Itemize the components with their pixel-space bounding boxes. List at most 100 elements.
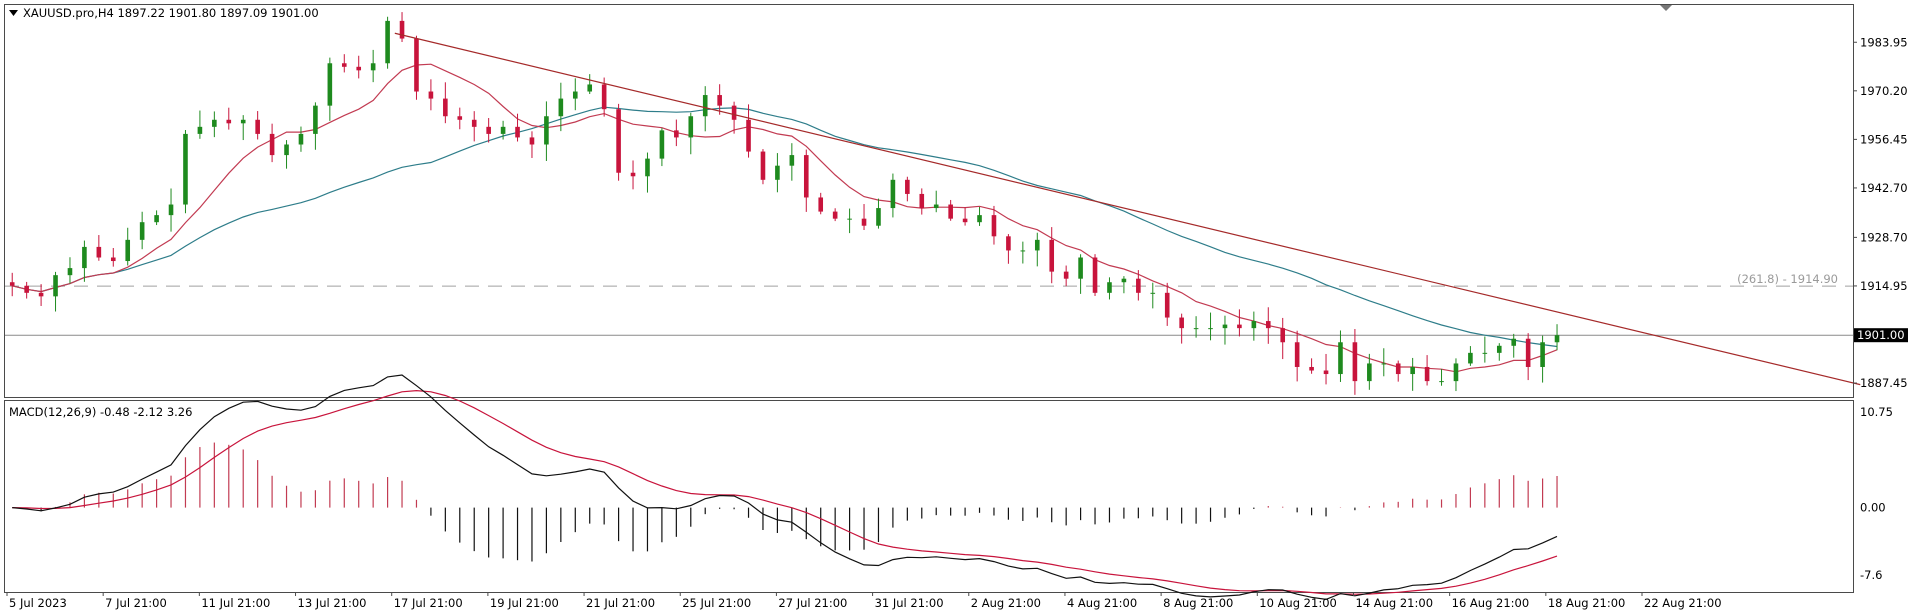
candle-body bbox=[558, 98, 564, 117]
candle-body bbox=[529, 137, 535, 145]
candle-body bbox=[645, 158, 650, 177]
price-axis-label: 1983.95 bbox=[1860, 35, 1908, 49]
candle-body bbox=[139, 222, 145, 240]
macd-panel[interactable] bbox=[4, 400, 1854, 593]
candle-body bbox=[818, 197, 824, 212]
candle-body bbox=[255, 119, 260, 134]
candle-body bbox=[1323, 370, 1329, 375]
trendline[interactable] bbox=[394, 32, 1861, 386]
time-axis-label: 13 Jul 21:00 bbox=[298, 596, 367, 610]
candle-body bbox=[125, 239, 131, 262]
candle-body bbox=[991, 215, 997, 237]
candle-body bbox=[226, 119, 232, 124]
candle-body bbox=[443, 98, 448, 117]
candle-body bbox=[38, 292, 44, 297]
macd-main-line bbox=[12, 374, 1558, 601]
candle-body bbox=[1179, 317, 1184, 329]
current-price-tag bbox=[1854, 328, 1908, 343]
chart-shift-marker-icon[interactable] bbox=[1660, 5, 1672, 11]
ma-fast-group bbox=[12, 63, 1558, 373]
price-axis-label: 1914.95 bbox=[1860, 279, 1908, 293]
candle-body bbox=[1338, 342, 1343, 375]
candle-body bbox=[515, 126, 520, 138]
macd-axis-label: 0.00 bbox=[1860, 501, 1886, 515]
macd-axis-label: 10.75 bbox=[1860, 405, 1893, 419]
time-axis-label: 25 Jul 21:00 bbox=[682, 596, 751, 610]
candle-body bbox=[803, 155, 809, 198]
time-axis-label: 11 Jul 21:00 bbox=[201, 596, 270, 610]
candle-body bbox=[919, 193, 925, 209]
candle-body bbox=[356, 66, 362, 71]
candle-body bbox=[471, 119, 477, 127]
candle-body bbox=[789, 155, 795, 166]
candle-body bbox=[1395, 363, 1401, 375]
axes-group: 1887.45 1914.95 1928.70 1942.70 1956.45 1970.… bbox=[6, 35, 1908, 610]
candle-body bbox=[370, 63, 376, 71]
candle-body bbox=[385, 20, 390, 64]
candle-body bbox=[1121, 278, 1127, 283]
macd-group bbox=[12, 374, 1558, 601]
candle-body bbox=[1525, 338, 1531, 367]
candle-body bbox=[587, 84, 593, 92]
candle-body bbox=[298, 133, 304, 145]
price-axis-label: 1956.45 bbox=[1860, 132, 1908, 146]
candle-body bbox=[269, 133, 275, 156]
candle-body bbox=[688, 116, 694, 138]
time-axis-label: 17 Jul 21:00 bbox=[394, 596, 463, 610]
candle-body bbox=[572, 91, 578, 99]
candle-body bbox=[1554, 335, 1560, 343]
candle-body bbox=[717, 95, 722, 106]
candle-body bbox=[341, 63, 347, 67]
candle-body bbox=[1352, 342, 1358, 382]
candle-body bbox=[457, 116, 463, 120]
candle-body bbox=[1424, 366, 1430, 382]
candle-body bbox=[760, 151, 766, 180]
candle-body bbox=[82, 246, 87, 269]
candle-body bbox=[1511, 338, 1517, 346]
time-axis-label: 5 Jul 2023 bbox=[9, 596, 67, 610]
ma-fast-line bbox=[12, 63, 1558, 373]
candle-body bbox=[284, 144, 289, 156]
candle-body bbox=[53, 275, 58, 297]
time-axis-label: 21 Jul 21:00 bbox=[586, 596, 655, 610]
candle-body bbox=[1078, 257, 1083, 279]
candle-body bbox=[1280, 328, 1286, 343]
candle-body bbox=[1309, 366, 1314, 371]
candle-body bbox=[702, 95, 708, 117]
candle-body bbox=[1136, 278, 1141, 293]
candle-body bbox=[399, 20, 405, 39]
price-axis-label: 1942.70 bbox=[1860, 181, 1908, 195]
candles-group bbox=[9, 12, 1560, 395]
price-panel[interactable] bbox=[4, 4, 1854, 398]
time-axis-label: 18 Aug 21:00 bbox=[1548, 596, 1626, 610]
candle-body bbox=[1482, 352, 1488, 354]
menu-triangle-icon[interactable] bbox=[9, 10, 18, 16]
price-axis-label: 1928.70 bbox=[1860, 230, 1908, 244]
candle-body bbox=[212, 119, 217, 127]
candle-body bbox=[67, 268, 73, 276]
candle-body bbox=[24, 285, 29, 293]
current-price-value: 1901.00 bbox=[1857, 328, 1905, 342]
candle-body bbox=[1468, 352, 1473, 364]
time-axis-label: 10 Aug 21:00 bbox=[1259, 596, 1337, 610]
candle-body bbox=[1222, 324, 1228, 329]
candle-body bbox=[832, 211, 838, 219]
candle-body bbox=[890, 179, 896, 209]
candle-body bbox=[876, 208, 881, 226]
candle-body bbox=[1208, 328, 1213, 330]
candle-body bbox=[500, 126, 506, 134]
candle-body bbox=[847, 218, 852, 220]
candle-body bbox=[630, 172, 636, 177]
candle-body bbox=[674, 130, 679, 138]
candle-body bbox=[1150, 292, 1156, 294]
trendline-group[interactable] bbox=[394, 32, 1861, 386]
macd-panel-title: MACD(12,26,9) -0.48 -2.12 3.26 bbox=[9, 405, 192, 419]
candle-body bbox=[1107, 282, 1112, 293]
candle-body bbox=[313, 105, 318, 134]
candle-body bbox=[168, 204, 174, 216]
candle-body bbox=[962, 218, 968, 223]
time-axis-label: 2 Aug 21:00 bbox=[971, 596, 1041, 610]
candle-body bbox=[1164, 292, 1170, 318]
candle-body bbox=[1367, 363, 1372, 382]
